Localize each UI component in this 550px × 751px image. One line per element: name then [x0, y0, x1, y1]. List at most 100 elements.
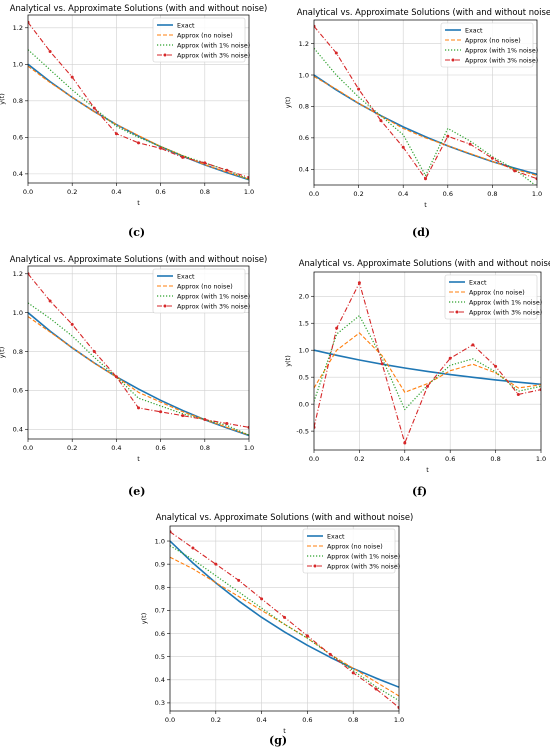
- series-line-exact: [314, 349, 541, 386]
- series-point-noise3: [237, 578, 241, 582]
- x-axis-label: t: [283, 727, 286, 735]
- y-tick-label: 0.8: [13, 97, 23, 105]
- series-point-noise3: [92, 106, 96, 110]
- x-tick-label: 0.4: [111, 188, 121, 196]
- x-tick-label: 1.0: [532, 190, 542, 198]
- series-line-nonoise: [28, 65, 249, 180]
- x-tick-label: 0.4: [111, 444, 121, 452]
- y-tick-label: 1.0: [299, 71, 309, 79]
- chart-g: Analytical vs. Approximate Solutions (wi…: [140, 512, 413, 735]
- series-point-noise3: [490, 156, 494, 160]
- series-point-noise3: [137, 406, 140, 410]
- legend-label: Approx (with 1% noise): [465, 47, 538, 54]
- legend-label: Approx (no noise): [469, 289, 525, 296]
- y-tick-label: 0.7: [155, 607, 165, 615]
- legend-marker: [163, 53, 167, 57]
- series-point-noise3: [92, 350, 96, 354]
- x-tick-label: 0.0: [309, 190, 319, 198]
- chart-f: Analytical vs. Approximate Solutions (wi…: [284, 258, 550, 474]
- y-tick-label: 1.2: [299, 40, 309, 48]
- legend-marker: [163, 304, 167, 308]
- plot-area: [314, 281, 541, 445]
- series-line-noise3: [28, 21, 249, 179]
- series-point-noise3: [516, 392, 520, 396]
- x-tick-label: 1.0: [536, 455, 546, 463]
- chart-title: Analytical vs. Approximate Solutions (wi…: [10, 254, 268, 264]
- panel-caption-c: (c): [128, 226, 146, 239]
- series-point-noise3: [203, 418, 207, 422]
- y-tick-label: 0.5: [155, 653, 165, 661]
- panel-caption-f: (f): [412, 485, 428, 498]
- x-tick-label: 0.2: [67, 188, 77, 196]
- legend-box: [440, 22, 534, 68]
- chart-d: Analytical vs. Approximate Solutions (wi…: [284, 7, 550, 209]
- x-tick-label: 0.2: [67, 444, 77, 452]
- series-point-noise3: [247, 176, 249, 180]
- x-tick-label: 0.6: [445, 455, 455, 463]
- legend-marker: [455, 310, 459, 314]
- legend-label: Approx (with 1% noise): [177, 293, 250, 300]
- legend-label: Exact: [465, 27, 483, 34]
- x-tick-label: 0.0: [309, 455, 319, 463]
- y-axis-label: y(t): [0, 93, 6, 104]
- legend-label: Approx (no noise): [177, 283, 233, 290]
- series-line-exact: [170, 540, 399, 688]
- series-point-noise3: [379, 119, 383, 123]
- y-tick-label: 2.0: [299, 293, 309, 301]
- series-point-noise3: [471, 343, 475, 347]
- x-tick-label: 0.6: [302, 716, 312, 724]
- x-tick-label: 0.8: [487, 190, 497, 198]
- series-point-noise3: [247, 425, 249, 429]
- series-point-noise3: [305, 634, 309, 638]
- y-tick-label: 1.0: [13, 61, 23, 69]
- legend-box: [152, 17, 246, 63]
- legend-label: Approx (with 3% noise): [327, 563, 400, 570]
- legend-label: Exact: [327, 533, 345, 540]
- legend-label: Approx (no noise): [327, 543, 383, 550]
- x-tick-label: 1.0: [244, 444, 254, 452]
- series-point-noise3: [357, 87, 361, 91]
- y-axis-label: y(t): [284, 97, 292, 108]
- y-tick-label: 0.9: [155, 560, 165, 568]
- series-line-nonoise: [314, 76, 537, 177]
- series-point-noise3: [114, 132, 118, 136]
- plot-frame: [27, 265, 250, 440]
- legend-marker: [313, 564, 317, 568]
- series-point-noise3: [70, 322, 74, 326]
- series-line-noise1: [170, 545, 399, 702]
- y-tick-label: 1.5: [299, 320, 309, 328]
- series-point-noise3: [214, 562, 218, 566]
- panel-caption-e: (e): [128, 485, 146, 498]
- series-line-noise1: [28, 302, 249, 436]
- chart-title: Analytical vs. Approximate Solutions (wi…: [156, 512, 414, 522]
- y-tick-label: 0.6: [13, 134, 23, 142]
- legend-label: Approx (no noise): [177, 32, 233, 39]
- series-line-nonoise: [28, 316, 249, 436]
- series-point-noise3: [48, 299, 52, 303]
- y-tick-label: 0.4: [13, 426, 23, 434]
- chart-c: Analytical vs. Approximate Solutions (wi…: [0, 3, 267, 207]
- x-tick-label: 0.8: [200, 188, 210, 196]
- x-tick-label: 0.8: [200, 444, 210, 452]
- series-point-noise3: [335, 326, 339, 330]
- series-point-noise3: [159, 146, 163, 150]
- legend-label: Approx (with 3% noise): [469, 309, 542, 316]
- x-tick-label: 0.4: [256, 716, 266, 724]
- series-point-noise3: [494, 364, 498, 368]
- legend-label: Exact: [469, 279, 487, 286]
- plot-area: [28, 20, 249, 181]
- series-line-exact: [28, 312, 249, 437]
- series-point-noise3: [159, 410, 163, 414]
- y-tick-label: 0.8: [13, 348, 23, 356]
- y-tick-label: 0.6: [13, 387, 23, 395]
- x-tick-label: 0.0: [165, 716, 175, 724]
- series-line-nonoise: [170, 556, 399, 697]
- series-point-noise3: [283, 615, 286, 619]
- y-tick-label: 0.5: [299, 373, 309, 381]
- plot-frame: [169, 525, 400, 712]
- series-line-noise3: [314, 25, 537, 180]
- y-axis-label: y(t): [284, 355, 292, 366]
- x-tick-label: 0.2: [211, 716, 221, 724]
- series-point-noise3: [328, 652, 332, 656]
